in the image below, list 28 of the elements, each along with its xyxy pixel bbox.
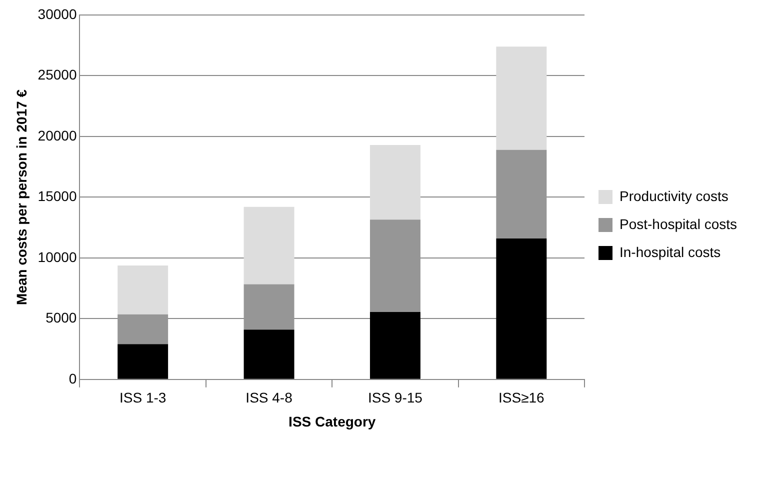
y-tick-label: 10000: [38, 248, 77, 265]
x-tick-label: ISS 1-3: [119, 390, 166, 406]
bar: [244, 284, 294, 330]
x-tick-label: ISS 9-15: [368, 390, 423, 406]
bar: [496, 46, 547, 150]
bar: [244, 206, 294, 284]
legend-label: In-hospital costs: [620, 244, 721, 260]
bar: [244, 330, 294, 379]
y-tick-label: 15000: [38, 188, 77, 204]
bar: [370, 312, 420, 379]
bar: [118, 265, 168, 314]
bar: [118, 314, 168, 344]
y-tick-label: 20000: [38, 127, 77, 144]
legend-label: Productivity costs: [620, 188, 728, 204]
x-axis-title: ISS Category: [288, 413, 376, 430]
y-tick-label: 30000: [38, 6, 77, 22]
y-axis-title: Mean costs per person in 2017 €: [13, 89, 30, 305]
x-tick-label: ISS 4-8: [246, 390, 293, 406]
bar: [496, 150, 547, 238]
y-tick-label: 0: [68, 370, 77, 386]
x-tick-label: ISS≥16: [498, 390, 545, 406]
bar: [496, 238, 547, 379]
bar: [370, 144, 420, 220]
legend-label: Post-hospital costs: [620, 216, 738, 232]
y-tick-label: 5000: [46, 310, 77, 326]
bar: [370, 220, 420, 312]
y-tick-label: 25000: [38, 66, 77, 83]
bar: [118, 344, 168, 379]
